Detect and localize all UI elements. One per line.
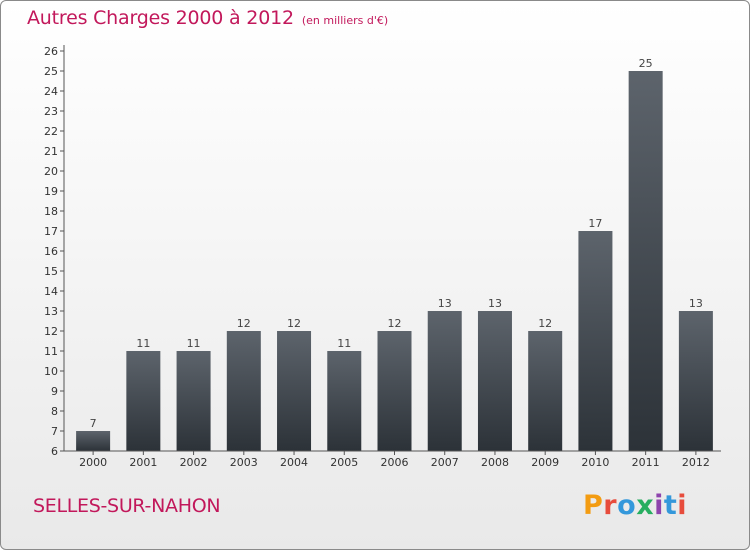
x-tick-label: 2002 (180, 456, 208, 469)
y-tick-label: 20 (44, 165, 58, 178)
brand-letter: P (583, 490, 604, 521)
x-tick-label: 2000 (79, 456, 107, 469)
bars: 7 11 11 12 12 11 12 13 13 12 17 25 13 (76, 57, 713, 451)
brand-letter: i (654, 490, 664, 521)
x-tick-label: 2011 (632, 456, 660, 469)
bar-value-label: 25 (639, 57, 653, 70)
bar-value-label: 12 (287, 317, 301, 330)
bar (628, 71, 663, 451)
bar (477, 311, 512, 451)
y-tick-label: 15 (44, 265, 58, 278)
y-tick-label: 16 (44, 245, 58, 258)
bar (578, 231, 613, 451)
y-tick-label: 10 (44, 365, 58, 378)
bar (176, 351, 211, 451)
y-tick-label: 23 (44, 105, 58, 118)
bar-value-label: 12 (388, 317, 402, 330)
y-tick-label: 12 (44, 325, 58, 338)
y-tick-label: 11 (44, 345, 58, 358)
bar (678, 311, 713, 451)
y-tick-label: 21 (44, 145, 58, 158)
bar-value-label: 13 (438, 297, 452, 310)
chart-title: Autres Charges 2000 à 2012 (27, 7, 294, 29)
y-tick-label: 24 (44, 85, 58, 98)
x-tick-label: 2003 (230, 456, 258, 469)
bar-value-label: 7 (90, 417, 97, 430)
x-tick-label: 2009 (531, 456, 559, 469)
y-tick-label: 7 (51, 425, 58, 438)
y-axis: 6 7 8 9 10 11 12 13 14 15 16 17 18 19 20 21 22 23 24 25 26 (44, 45, 65, 458)
x-tick-label: 2007 (431, 456, 459, 469)
x-tick-label: 2004 (280, 456, 308, 469)
y-tick-label: 17 (44, 225, 58, 238)
bar-value-label: 12 (237, 317, 251, 330)
bar-value-label: 12 (538, 317, 552, 330)
y-tick-label: 19 (44, 185, 58, 198)
bar-value-label: 11 (337, 337, 351, 350)
brand-letter: x (636, 490, 655, 521)
bar (528, 331, 563, 451)
place-name: SELLES-SUR-NAHON (33, 495, 221, 517)
y-tick-label: 25 (44, 65, 58, 78)
bar-value-label: 13 (689, 297, 703, 310)
bar (277, 331, 312, 451)
brand-letter: o (617, 490, 637, 521)
x-tick-label: 2006 (381, 456, 409, 469)
bar-value-label: 13 (488, 297, 502, 310)
bar (126, 351, 161, 451)
brand-letter: t (663, 490, 678, 521)
x-axis: 2000 2001 2002 2003 2004 2005 2006 2007 2008 2009… (64, 450, 721, 469)
chart-subtitle: (en milliers d'€) (301, 14, 389, 27)
y-tick-label: 9 (51, 385, 58, 398)
y-tick-label: 26 (44, 45, 58, 58)
y-tick-label: 6 (51, 445, 58, 458)
bar (427, 311, 462, 451)
y-tick-label: 18 (44, 205, 58, 218)
brand-letter: r (603, 490, 618, 521)
x-tick-label: 2010 (581, 456, 609, 469)
y-tick-label: 22 (44, 125, 58, 138)
x-tick-label: 2001 (129, 456, 157, 469)
x-tick-label: 2012 (682, 456, 710, 469)
y-tick-label: 14 (44, 285, 58, 298)
bar (226, 331, 261, 451)
bar (327, 351, 362, 451)
x-tick-label: 2008 (481, 456, 509, 469)
brand-logo: Proxiti (583, 490, 687, 521)
bar (76, 431, 111, 451)
brand-letter: i (677, 490, 688, 521)
x-tick-label: 2005 (330, 456, 358, 469)
bar-value-label: 11 (187, 337, 201, 350)
bar-value-label: 11 (136, 337, 150, 350)
bar (377, 331, 412, 451)
y-tick-label: 8 (51, 405, 58, 418)
bar-value-label: 17 (588, 217, 602, 230)
y-tick-label: 13 (44, 305, 58, 318)
title-row: Autres Charges 2000 à 2012 (en milliers d… (27, 7, 388, 29)
